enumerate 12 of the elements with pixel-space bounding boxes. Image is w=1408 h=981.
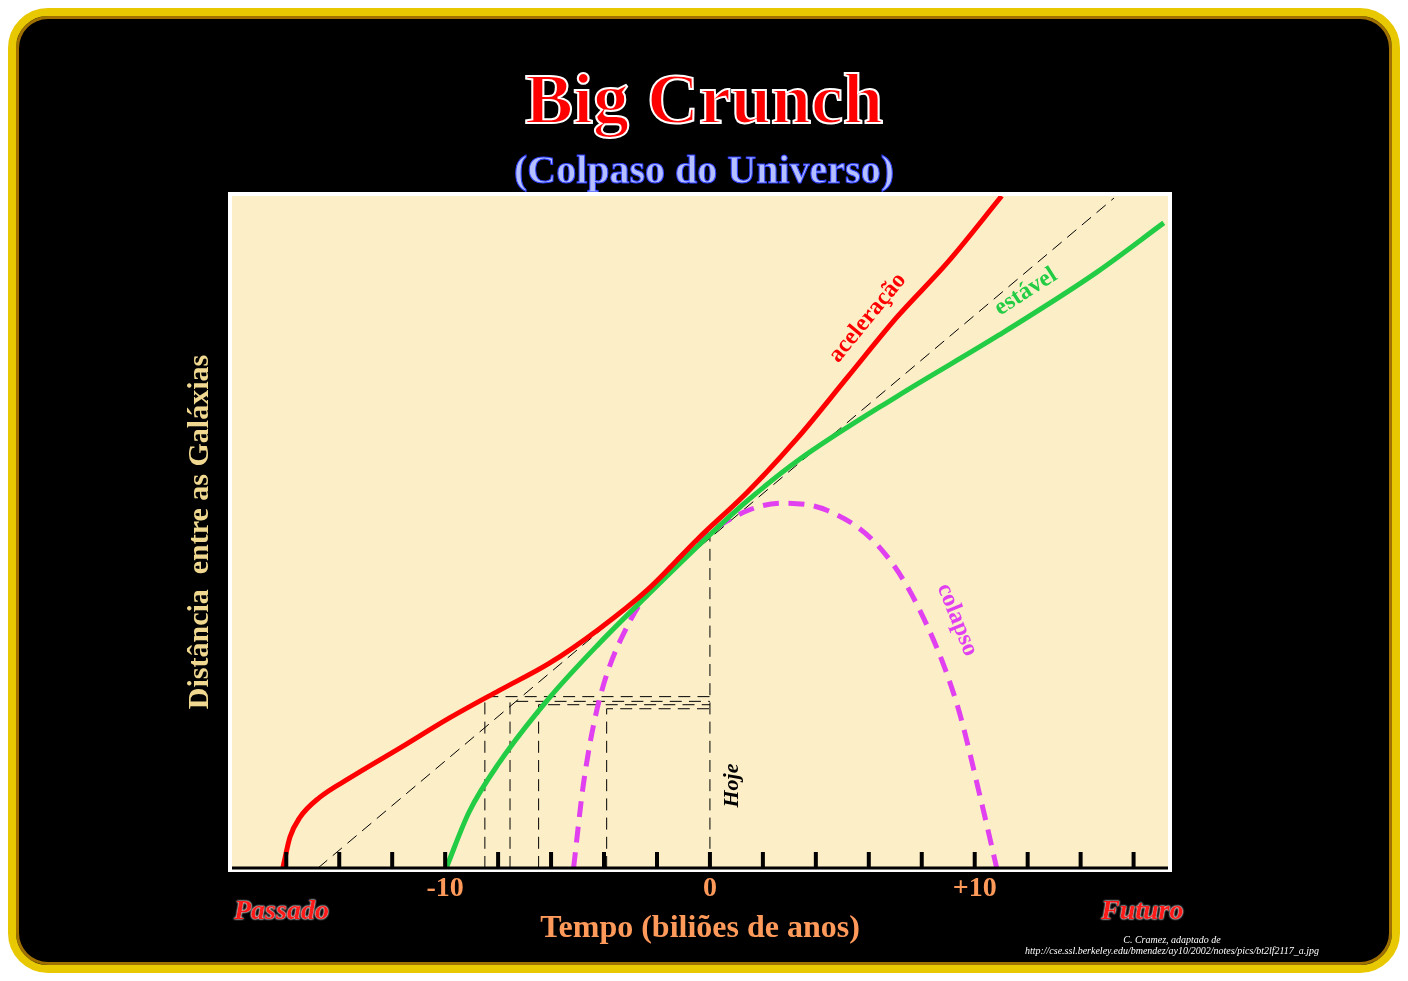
text: Passado <box>234 894 329 926</box>
y-axis-title: Distância entre as Galáxias <box>180 354 214 710</box>
chart-title: Big Crunch <box>523 58 885 141</box>
annotation: Hoje <box>717 763 743 809</box>
text: colapso <box>932 579 986 660</box>
text: C. Cramez, adaptado de http://cse.ssl.berkeley.edu/bmendez/ay10/2002/notes/pics/bt2lf2117_a.jpg <box>1023 934 1321 956</box>
x-tick-label: +10 <box>952 871 997 903</box>
x-axis-title: Tempo (biliões de anos) <box>540 908 860 945</box>
text: Futuro <box>1101 894 1184 926</box>
chart-subtitle: (Colpaso do Universo) <box>513 146 895 193</box>
x-tick-label: 0 <box>702 871 717 903</box>
x-tick-label: -10 <box>426 871 464 903</box>
